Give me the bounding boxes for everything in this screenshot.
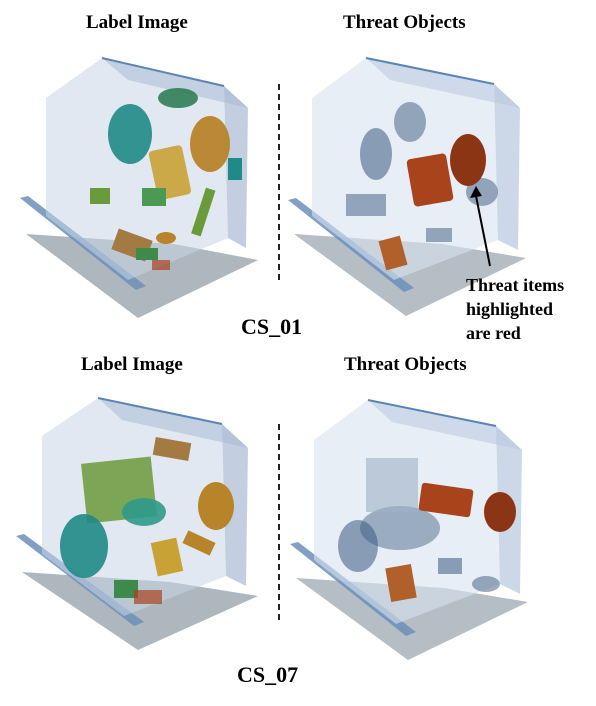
left-title-cs01: Label Image <box>86 12 188 33</box>
right-title-cs07: Threat Objects <box>344 354 467 375</box>
case-label-cs01: CS_01 <box>241 314 303 339</box>
case-label-cs07: CS_07 <box>237 662 299 687</box>
label-image-cs01 <box>18 48 268 320</box>
divider-cs01 <box>278 84 280 280</box>
label-image-cs07 <box>14 390 268 652</box>
divider-cs07 <box>278 424 280 620</box>
threat-image-cs01 <box>286 44 536 316</box>
right-title-cs01: Threat Objects <box>343 12 466 33</box>
threat-annotation: Threat items highlighted are red <box>466 275 565 343</box>
threat-image-cs07 <box>288 388 538 660</box>
arrow-icon <box>470 186 491 267</box>
left-title-cs07: Label Image <box>81 354 183 375</box>
